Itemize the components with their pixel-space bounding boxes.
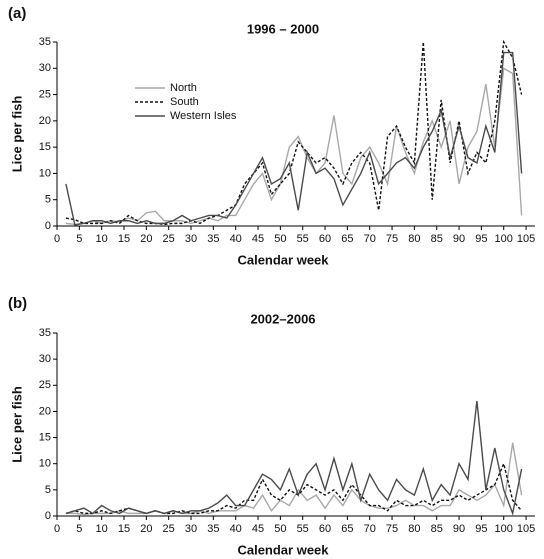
x-tick-label: 20 — [140, 233, 152, 245]
x-tick-label: 90 — [453, 523, 465, 535]
x-tick-label: 70 — [364, 233, 376, 245]
x-tick-label: 5 — [76, 233, 82, 245]
x-tick-label: 85 — [431, 233, 443, 245]
y-axis-label: Lice per fish — [9, 96, 24, 173]
x-tick-label: 55 — [297, 233, 309, 245]
y-tick-label: 10 — [39, 458, 51, 470]
x-tick-label: 90 — [453, 233, 465, 245]
series-line — [65, 400, 523, 516]
x-tick-label: 35 — [207, 233, 219, 245]
y-tick-label: 10 — [39, 167, 51, 179]
x-tick-label: 5 — [76, 523, 82, 535]
x-tick-label: 10 — [96, 233, 108, 245]
legend-label: North — [170, 82, 197, 94]
x-tick-label: 30 — [185, 523, 197, 535]
y-tick-label: 35 — [39, 327, 51, 339]
x-tick-label: 60 — [319, 523, 331, 535]
y-tick-label: 0 — [45, 220, 51, 232]
x-tick-label: 105 — [517, 523, 535, 535]
x-tick-label: 60 — [319, 233, 331, 245]
series-line — [65, 442, 523, 516]
x-tick-label: 65 — [341, 523, 353, 535]
x-axis-label: Calendar week — [237, 542, 329, 557]
y-tick-label: 30 — [39, 353, 51, 365]
x-tick-label: 0 — [54, 523, 60, 535]
y-tick-label: 25 — [39, 379, 51, 391]
series-line — [65, 39, 523, 226]
x-tick-label: 25 — [163, 233, 175, 245]
y-tick-label: 5 — [45, 484, 51, 496]
x-tick-label: 45 — [252, 523, 264, 535]
y-tick-label: 0 — [45, 510, 51, 522]
x-tick-label: 45 — [252, 233, 264, 245]
x-tick-label: 40 — [230, 523, 242, 535]
legend-label: Western Isles — [170, 110, 237, 122]
x-tick-label: 55 — [297, 523, 309, 535]
series-line — [65, 51, 523, 226]
legend-label: South — [170, 96, 199, 108]
y-tick-label: 20 — [39, 115, 51, 127]
y-tick-label: 35 — [39, 36, 51, 48]
x-tick-label: 100 — [495, 523, 513, 535]
series-line — [65, 461, 523, 515]
x-tick-label: 70 — [364, 523, 376, 535]
panel-label: (a) — [8, 5, 26, 22]
x-tick-label: 10 — [96, 523, 108, 535]
x-tick-label: 35 — [207, 523, 219, 535]
x-tick-label: 85 — [431, 523, 443, 535]
x-tick-label: 40 — [230, 233, 242, 245]
x-tick-label: 100 — [495, 233, 513, 245]
y-axis-label: Lice per fish — [9, 386, 24, 463]
x-tick-label: 75 — [386, 523, 398, 535]
y-tick-label: 5 — [45, 194, 51, 206]
x-tick-label: 20 — [140, 523, 152, 535]
x-tick-label: 80 — [408, 233, 420, 245]
x-tick-label: 50 — [274, 523, 286, 535]
chart-title: 2002–2006 — [250, 311, 315, 326]
x-tick-label: 75 — [386, 233, 398, 245]
x-tick-label: 95 — [475, 233, 487, 245]
x-tick-label: 15 — [118, 523, 130, 535]
x-tick-label: 15 — [118, 233, 130, 245]
panel-label: (b) — [8, 295, 27, 312]
x-tick-label: 95 — [475, 523, 487, 535]
y-tick-label: 15 — [39, 431, 51, 443]
x-tick-label: 105 — [517, 233, 535, 245]
x-tick-label: 0 — [54, 233, 60, 245]
y-tick-label: 15 — [39, 141, 51, 153]
x-tick-label: 50 — [274, 233, 286, 245]
y-tick-label: 20 — [39, 405, 51, 417]
x-tick-label: 65 — [341, 233, 353, 245]
x-tick-label: 30 — [185, 233, 197, 245]
x-tick-label: 25 — [163, 523, 175, 535]
x-axis-label: Calendar week — [237, 252, 329, 267]
x-tick-label: 80 — [408, 523, 420, 535]
y-tick-label: 25 — [39, 88, 51, 100]
y-tick-label: 30 — [39, 62, 51, 74]
chart-title: 1996 – 2000 — [247, 21, 319, 36]
